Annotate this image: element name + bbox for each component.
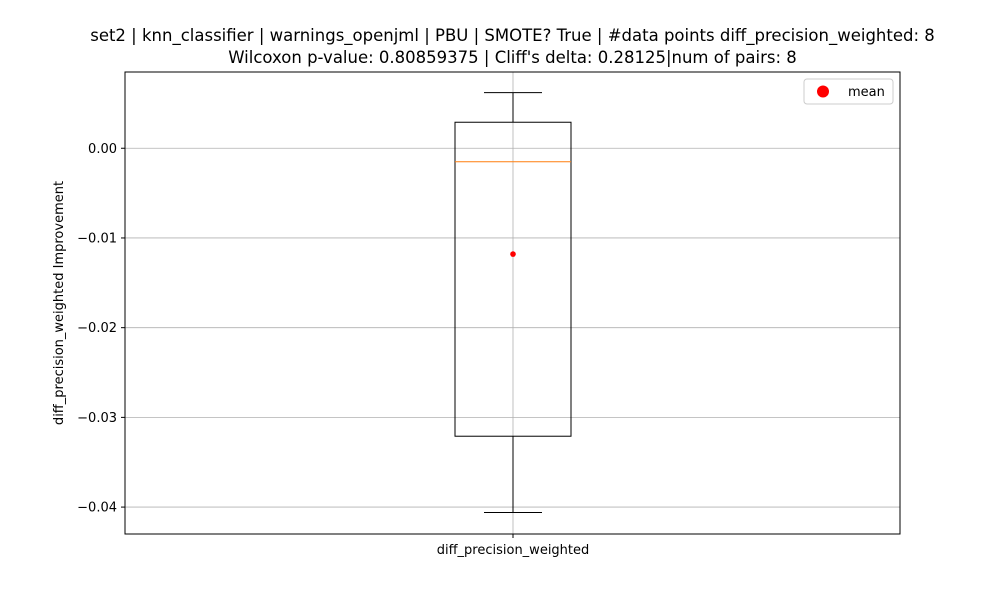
y-tick-label: −0.02 bbox=[77, 321, 117, 336]
y-tick-label: −0.04 bbox=[77, 501, 117, 516]
chart-title-line-2: Wilcoxon p-value: 0.80859375 | Cliff's d… bbox=[228, 48, 797, 67]
axes: 0.00 −0.01 −0.02 −0.03 −0.04 diff_precision_w… bbox=[77, 71, 901, 558]
plot-area bbox=[454, 92, 572, 513]
y-axis-label: diff_precision_weighted Improvement bbox=[52, 181, 67, 425]
x-tick-label: diff_precision_weighted bbox=[437, 543, 590, 558]
y-tick-label: −0.03 bbox=[77, 411, 117, 426]
legend: mean bbox=[803, 78, 894, 105]
mean-point bbox=[510, 251, 516, 257]
y-tick-label: 0.00 bbox=[88, 142, 117, 157]
iqr-box bbox=[454, 121, 572, 437]
legend-label-mean: mean bbox=[848, 85, 885, 100]
chart-title-line-1: set2 | knn_classifier | warnings_openjml… bbox=[90, 26, 935, 45]
grid-lines bbox=[125, 72, 900, 534]
legend-marker-mean bbox=[817, 85, 829, 98]
y-tick-label: −0.01 bbox=[77, 231, 117, 246]
legend-box bbox=[803, 78, 894, 105]
